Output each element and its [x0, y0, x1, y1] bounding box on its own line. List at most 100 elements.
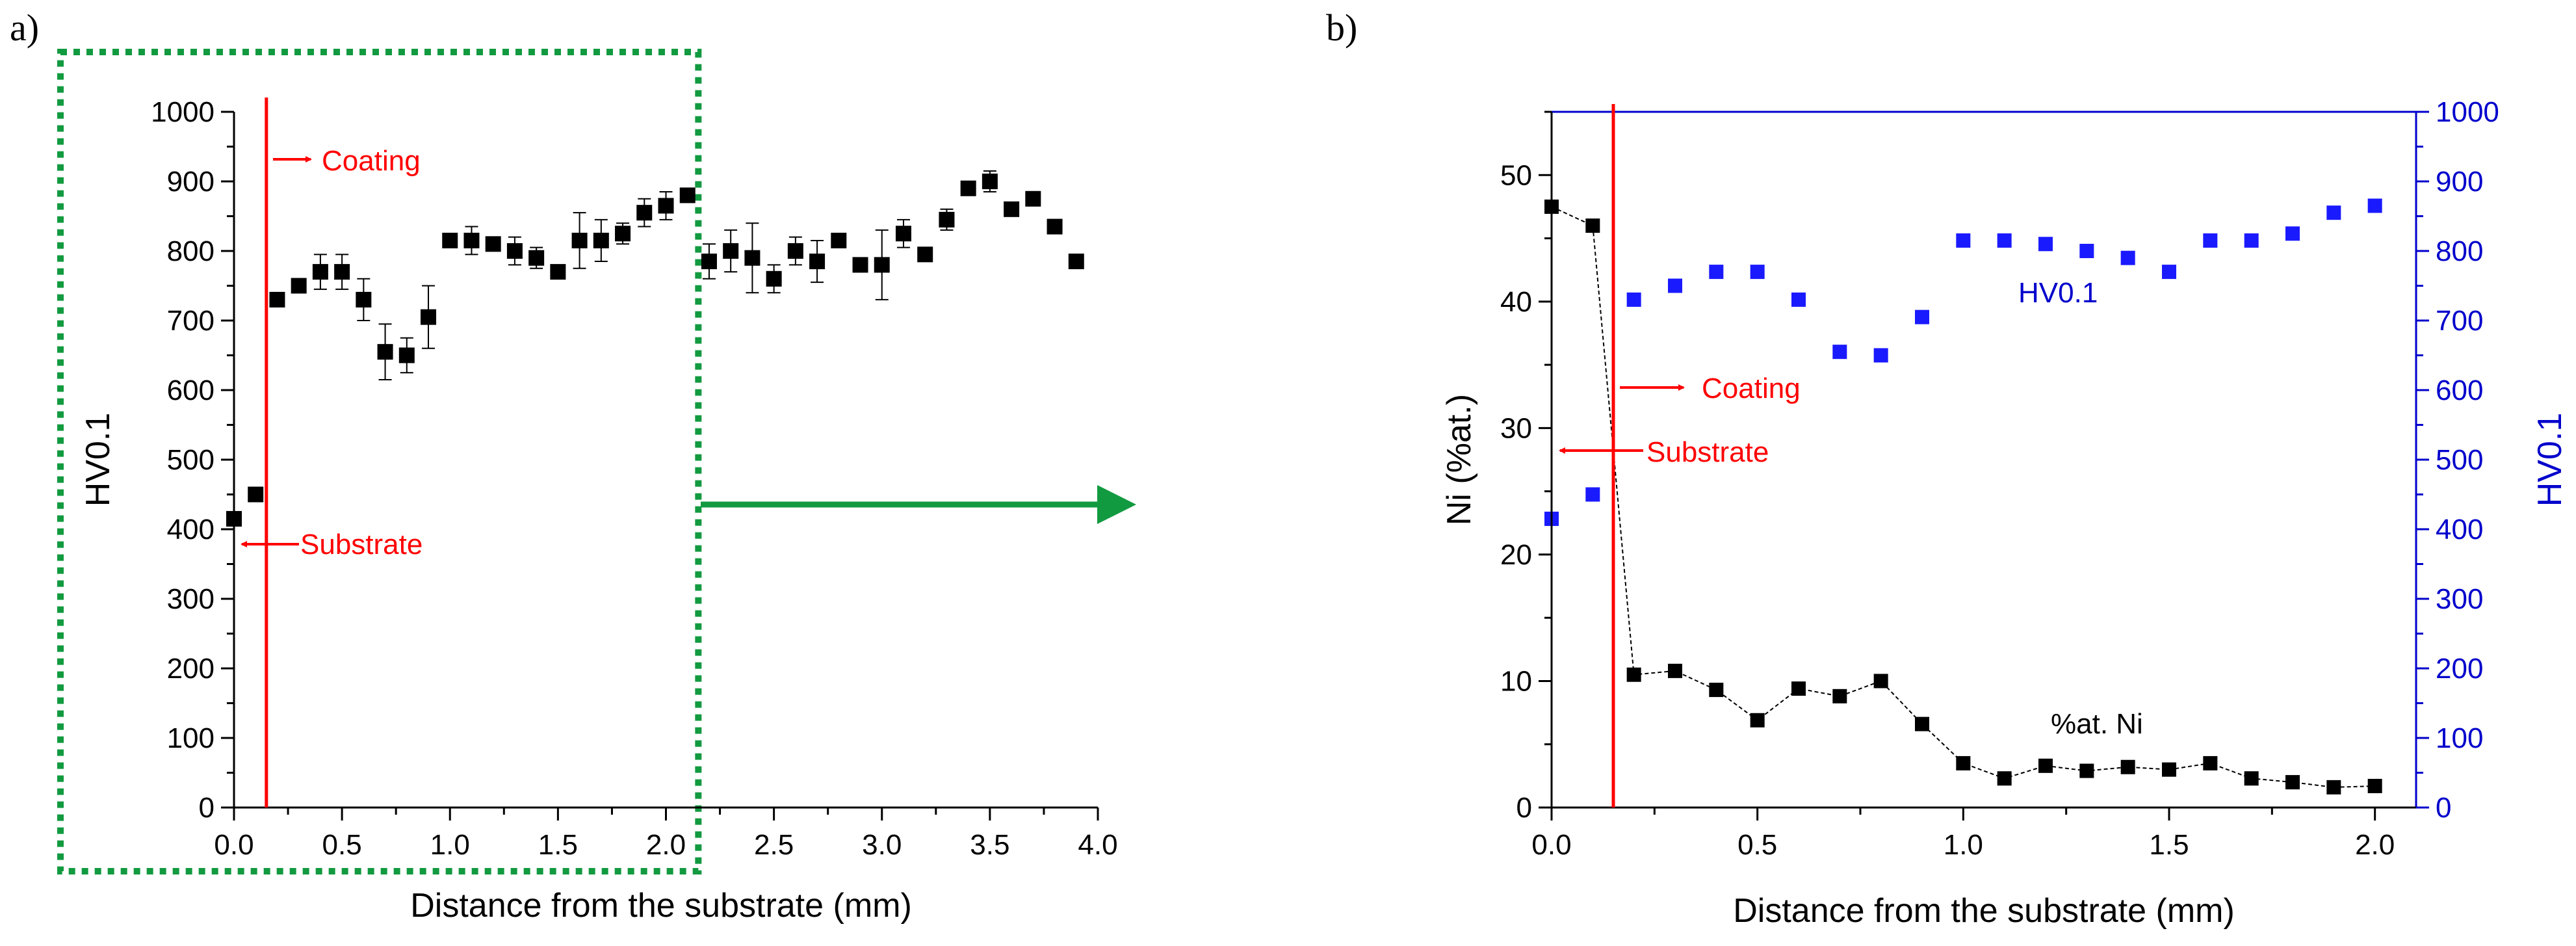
data-point [528, 250, 545, 266]
data-point [421, 309, 437, 325]
coating-label: Coating [1702, 373, 1801, 404]
x-axis-title: Distance from the substrate (mm) [410, 887, 912, 925]
data-point [377, 344, 393, 360]
y-tick-label: 600 [167, 374, 215, 406]
data-point [506, 243, 523, 259]
data-point [1068, 254, 1084, 270]
x-tick-label: 3.5 [970, 829, 1009, 861]
y-tick-label: 400 [167, 514, 215, 545]
ni-data-point [2326, 780, 2341, 795]
data-point [787, 243, 803, 259]
hv-data-point [1997, 233, 2012, 248]
hv-data-point [1956, 233, 1971, 248]
ni-data-point [1626, 667, 1641, 682]
left-y-axis-title: Ni (%at.) [1440, 394, 1478, 525]
data-point [831, 232, 847, 248]
data-point [874, 257, 890, 273]
x-tick-label: 0.0 [1531, 829, 1571, 861]
x-axis-title: Distance from the substrate (mm) [1733, 892, 2235, 930]
x-tick-label: 4.0 [1078, 829, 1117, 861]
right-y-tick-label: 700 [2436, 305, 2483, 337]
hv-data-point [1832, 345, 1847, 360]
hv-data-point [2285, 226, 2300, 241]
ni-series-label: %at. Ni [2051, 708, 2143, 740]
panel-b-label: b) [1326, 7, 1357, 49]
x-tick-label: 1.0 [430, 829, 470, 861]
right-y-tick-label: 300 [2436, 583, 2483, 615]
ni-data-point [1915, 716, 1929, 731]
right-y-tick-label: 800 [2436, 235, 2483, 267]
data-point [852, 257, 868, 273]
data-point [485, 236, 501, 252]
x-tick-label: 0.5 [322, 829, 362, 861]
data-point [442, 232, 458, 248]
data-point [982, 174, 998, 189]
ni-data-point [2038, 758, 2053, 773]
hv-data-point [2203, 233, 2218, 248]
data-point [334, 264, 350, 280]
y-tick-label: 500 [167, 444, 215, 476]
right-y-tick-label: 400 [2436, 514, 2483, 545]
data-point [895, 226, 911, 242]
right-y-tick-label: 900 [2436, 166, 2483, 198]
hv-data-point [1626, 292, 1641, 307]
data-point [809, 254, 826, 270]
x-tick-label: 3.0 [862, 829, 902, 861]
hv-data-point [1750, 265, 1765, 280]
y-tick-label: 700 [167, 305, 215, 337]
ni-data-point [1997, 771, 2012, 786]
ni-data-point [1668, 663, 1682, 678]
data-point [679, 187, 696, 204]
coating-label: Coating [322, 145, 421, 177]
data-point [356, 291, 372, 308]
ni-data-point [2285, 775, 2300, 790]
continuation-arrow-head [1097, 485, 1136, 524]
chart-panel-b: 0102030405001002003004005006007008009001… [1440, 96, 2569, 930]
right-y-tick-label: 1000 [2436, 96, 2499, 128]
data-point [744, 250, 761, 266]
y-tick-label: 100 [167, 722, 215, 754]
right-y-tick-label: 200 [2436, 653, 2483, 685]
data-point [248, 486, 264, 503]
ni-data-point [1750, 713, 1765, 728]
data-point [312, 264, 328, 280]
data-point [658, 198, 674, 214]
hv-data-point [1873, 348, 1888, 363]
left-y-tick-label: 0 [1516, 792, 1532, 824]
left-y-tick-label: 10 [1500, 665, 1532, 697]
hv-data-point [1915, 309, 1929, 324]
data-point [939, 211, 955, 228]
data-point [701, 254, 717, 270]
hv-data-point [2079, 244, 2094, 258]
data-point [636, 205, 653, 221]
substrate-label: Substrate [1646, 436, 1769, 468]
hv-data-point [2244, 233, 2259, 248]
data-point [269, 291, 285, 308]
ni-data-point [1709, 683, 1724, 698]
y-tick-label: 300 [167, 583, 215, 615]
data-point [463, 232, 480, 248]
ni-data-point [1956, 755, 1971, 770]
hv-series-label: HV0.1 [2018, 277, 2098, 309]
hv-data-point [2162, 265, 2176, 280]
ni-data-point [2244, 771, 2259, 786]
right-y-tick-label: 100 [2436, 722, 2483, 754]
left-y-tick-label: 30 [1500, 412, 1532, 444]
data-point [766, 270, 782, 287]
ni-series-line [1551, 206, 2375, 788]
right-y-tick-label: 600 [2436, 374, 2483, 406]
x-tick-label: 1.0 [1944, 829, 1983, 861]
ni-data-point [1791, 681, 1806, 696]
x-tick-label: 2.0 [2355, 829, 2395, 861]
x-tick-label: 0.5 [1737, 829, 1777, 861]
data-point [960, 180, 976, 196]
ni-data-point [2079, 763, 2094, 778]
hv-data-point [1709, 265, 1724, 280]
right-y-axis-title: HV0.1 [2531, 413, 2569, 507]
substrate-label: Substrate [300, 529, 423, 560]
x-tick-label: 0.0 [214, 829, 254, 861]
x-tick-label: 2.5 [754, 829, 794, 861]
right-y-tick-label: 500 [2436, 444, 2483, 476]
data-point [1047, 218, 1063, 235]
